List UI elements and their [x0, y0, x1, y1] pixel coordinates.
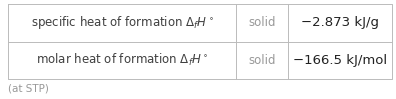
- Text: molar heat of formation $\Delta_f H^\circ$: molar heat of formation $\Delta_f H^\cir…: [36, 52, 208, 68]
- Text: solid: solid: [249, 54, 276, 67]
- Text: −166.5 kJ/mol: −166.5 kJ/mol: [293, 54, 387, 67]
- Text: specific heat of formation $\Delta_f H^\circ$: specific heat of formation $\Delta_f H^\…: [31, 14, 214, 31]
- Text: solid: solid: [249, 16, 276, 29]
- Text: (at STP): (at STP): [8, 83, 49, 93]
- Text: −2.873 kJ/g: −2.873 kJ/g: [301, 16, 379, 29]
